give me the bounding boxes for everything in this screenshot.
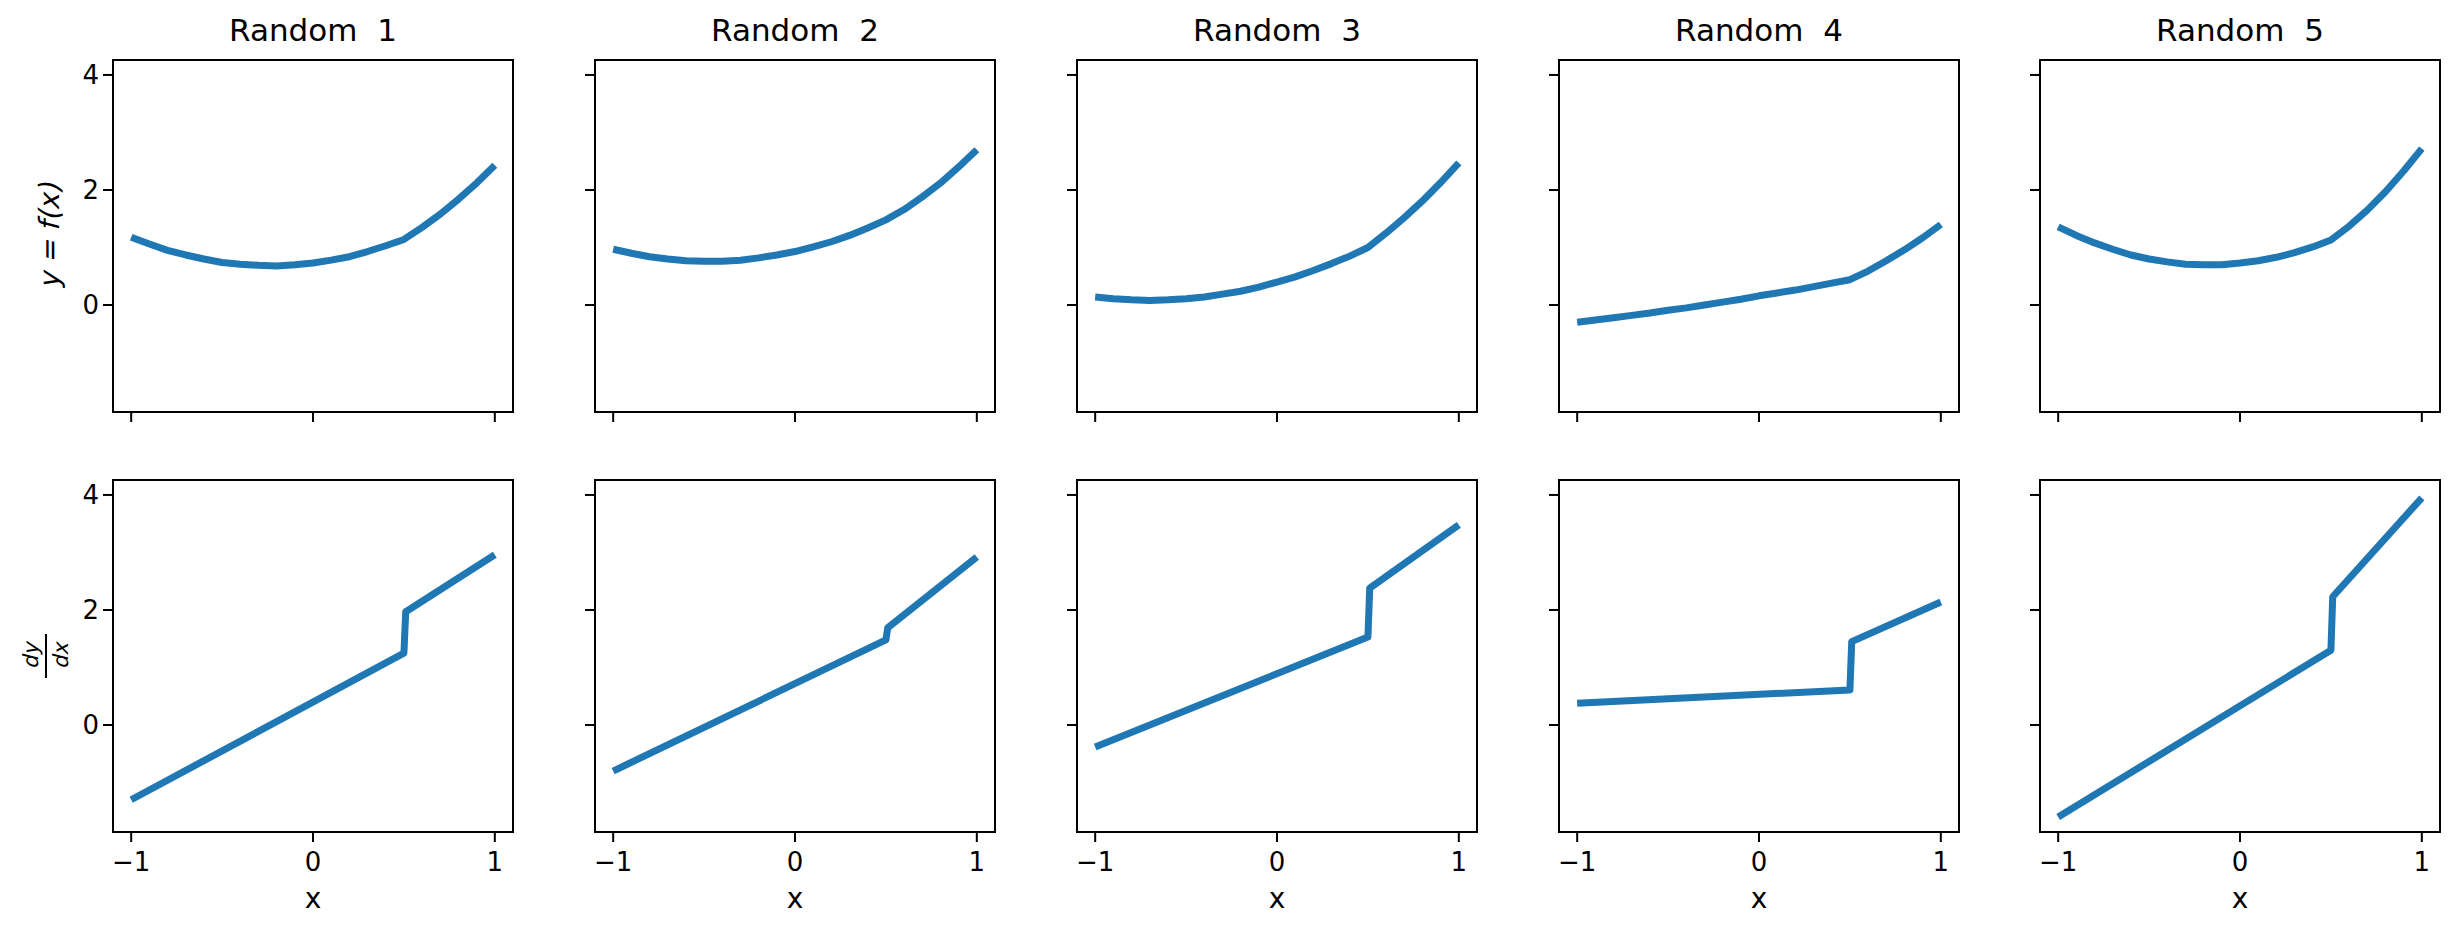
f-curve-3 (1095, 163, 1459, 300)
y-tick-label: 2 (39, 594, 99, 626)
subplot-title-2: Random 2 (595, 10, 995, 50)
f-curve-1 (131, 165, 495, 266)
x-tick-label: −1 (573, 846, 653, 878)
x-axis-label-5: x (2040, 882, 2440, 916)
subplot-f-4 (1549, 60, 1959, 422)
subplot-dfdx-1 (103, 480, 513, 842)
x-tick-label: 0 (1237, 846, 1317, 878)
subplot-title-3: Random 3 (1077, 10, 1477, 50)
y-tick-label: 0 (39, 709, 99, 741)
y-tick-label: 4 (39, 479, 99, 511)
y-tick-label: 4 (39, 59, 99, 91)
dfdx-curve-4 (1577, 602, 1941, 703)
x-tick-label: 0 (755, 846, 835, 878)
subplot-f-3 (1067, 60, 1477, 422)
axes-frame (1559, 480, 1959, 832)
f-curve-4 (1577, 225, 1941, 323)
subplot-title-5: Random 5 (2040, 10, 2440, 50)
dfdx-curve-2 (613, 557, 977, 771)
axes-frame (595, 480, 995, 832)
subplot-title-1: Random 1 (113, 10, 513, 50)
subplot-dfdx-5 (2030, 480, 2440, 842)
x-tick-label: 1 (2382, 846, 2460, 878)
x-axis-label-1: x (113, 882, 513, 916)
subplot-dfdx-2 (585, 480, 995, 842)
x-tick-label: −1 (2018, 846, 2098, 878)
dydx-denominator: dx (49, 643, 73, 669)
axes-frame (1077, 60, 1477, 412)
subplot-dfdx-3 (1067, 480, 1477, 842)
dfdx-curve-5 (2058, 498, 2422, 817)
x-tick-label: 0 (273, 846, 353, 878)
x-axis-label-4: x (1559, 882, 1959, 916)
x-tick-label: −1 (1537, 846, 1617, 878)
x-axis-label-3: x (1077, 882, 1477, 916)
x-tick-label: 1 (455, 846, 535, 878)
x-axis-label-2: x (595, 882, 995, 916)
subplot-title-4: Random 4 (1559, 10, 1959, 50)
y-axis-label-dydx: dydx (6, 624, 86, 688)
fraction-bar (45, 634, 47, 678)
x-tick-label: 1 (937, 846, 1017, 878)
x-tick-label: 0 (2200, 846, 2280, 878)
axes-frame (595, 60, 995, 412)
dfdx-curve-1 (131, 555, 495, 800)
f-curve-5 (2058, 149, 2422, 265)
plot-lines-layer (0, 0, 2460, 939)
axes-frame (2040, 480, 2440, 832)
axes-frame (1559, 60, 1959, 412)
f-curve-2 (613, 150, 977, 262)
dydx-numerator: dy (19, 643, 43, 669)
x-tick-label: 1 (1901, 846, 1981, 878)
subplot-f-5 (2030, 60, 2440, 422)
axes-frame (2040, 60, 2440, 412)
subplot-f-1 (103, 60, 513, 422)
axes-frame (113, 60, 513, 412)
x-tick-label: −1 (1055, 846, 1135, 878)
y-axis-label-top: y = f(x) (30, 126, 70, 346)
subplot-dfdx-4 (1549, 480, 1959, 842)
dfdx-curve-3 (1095, 525, 1459, 747)
axes-frame (1077, 480, 1477, 832)
figure-canvas: Random 1 −1 0 1 x Random 2 −1 0 1 x Random 3 −1 0 1 x R… (0, 0, 2460, 939)
x-tick-label: −1 (91, 846, 171, 878)
x-tick-label: 1 (1419, 846, 1499, 878)
subplot-f-2 (585, 60, 995, 422)
x-tick-label: 0 (1719, 846, 1799, 878)
